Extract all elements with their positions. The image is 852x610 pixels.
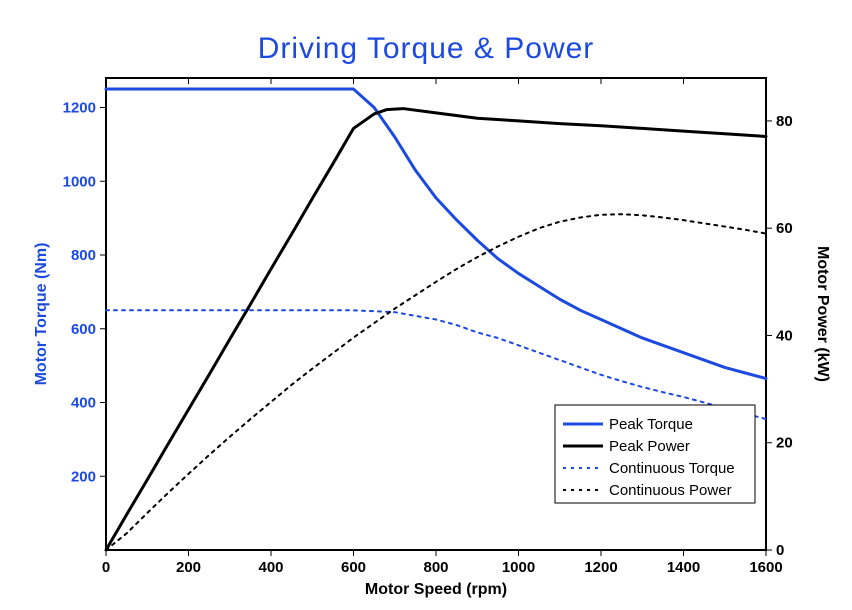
chart-container: { "chart": { "type": "line-dual-axis", "…	[0, 0, 852, 610]
chart-title: Driving Torque & Power	[0, 32, 852, 66]
yl-tick-label: 1000	[63, 173, 96, 190]
yl-tick-label: 800	[71, 247, 96, 264]
yr-tick-label: 40	[776, 327, 793, 344]
series-continuous-torque	[106, 310, 766, 419]
x-tick-label: 600	[341, 559, 366, 576]
x-tick-label: 1400	[667, 559, 700, 576]
series-peak-torque	[106, 89, 766, 378]
x-tick-label: 0	[102, 559, 110, 576]
yr-tick-label: 60	[776, 220, 793, 237]
y-left-axis-label: Motor Torque (Nm)	[33, 243, 50, 386]
x-tick-label: 1000	[502, 559, 535, 576]
legend-label: Peak Torque	[609, 416, 693, 433]
x-axis-label: Motor Speed (rpm)	[365, 581, 507, 598]
yl-tick-label: 200	[71, 468, 96, 485]
legend-label: Peak Power	[609, 438, 690, 455]
x-tick-label: 800	[423, 559, 448, 576]
yl-tick-label: 600	[71, 321, 96, 338]
yr-tick-label: 80	[776, 113, 793, 130]
yl-tick-label: 400	[71, 395, 96, 412]
yr-tick-label: 0	[776, 542, 784, 559]
x-tick-label: 200	[176, 559, 201, 576]
x-tick-label: 1600	[749, 559, 782, 576]
legend-label: Continuous Torque	[609, 460, 735, 477]
yr-tick-label: 20	[776, 435, 793, 452]
legend-label: Continuous Power	[609, 482, 732, 499]
torque-power-chart: 02004006008001000120014001600Motor Speed…	[0, 0, 852, 610]
x-tick-label: 1200	[584, 559, 617, 576]
y-right-axis-label: Motor Power (kW)	[814, 246, 831, 382]
yl-tick-label: 1200	[63, 100, 96, 117]
x-tick-label: 400	[258, 559, 283, 576]
